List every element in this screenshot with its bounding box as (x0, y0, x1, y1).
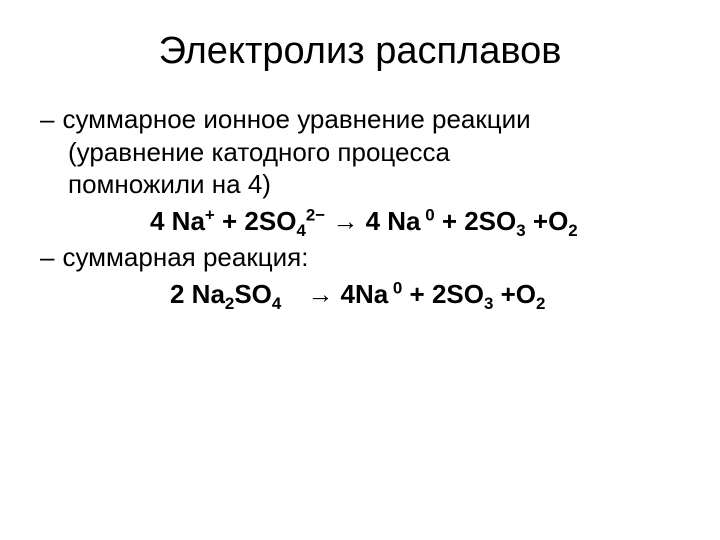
bullet-2-text: суммарная реакция: (62, 241, 680, 274)
bullet-2: – суммарная реакция: (40, 241, 680, 274)
bullet-1-line-2: (уравнение катодного процесса (40, 136, 680, 169)
bullet-1-text: суммарное ионное уравнение реакции (62, 103, 680, 136)
bullet-1: – суммарное ионное уравнение реакции (40, 103, 680, 136)
slide-body: – суммарное ионное уравнение реакции (ур… (40, 103, 680, 310)
bullet-dash: – (40, 241, 62, 274)
equation-2: 2 Na2SO4→ 4Na 0 + 2SО3 +О2 (40, 278, 680, 311)
bullet-1-line-3: помножили на 4) (40, 168, 680, 201)
bullet-dash: – (40, 103, 62, 136)
slide-title: Электролиз расплавов (40, 30, 680, 73)
bullet-1-line-1: суммарное ионное уравнение реакции (62, 104, 530, 134)
slide: Электролиз расплавов – суммарное ионное … (0, 0, 720, 540)
equation-1: 4 Na+ + 2SО42− → 4 Na 0 + 2SО3 +О2 (40, 205, 680, 238)
